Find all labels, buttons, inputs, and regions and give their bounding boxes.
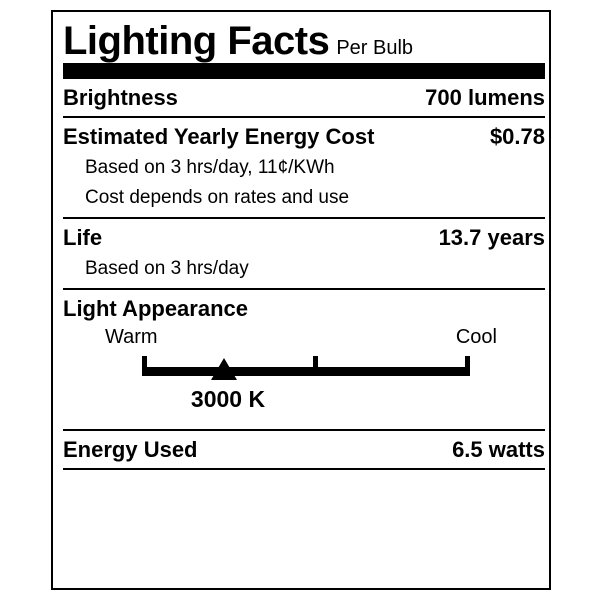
- scale-tick-middle: [313, 356, 318, 367]
- life-value: 13.7 years: [438, 225, 545, 250]
- page-title-suffix: Per Bulb: [336, 37, 414, 59]
- energy-cost-row: Estimated Yearly Energy Cost $0.78: [63, 118, 545, 155]
- brightness-label: Brightness: [63, 85, 178, 110]
- scale-kelvin-value: 3000 K: [190, 386, 266, 412]
- scale-marker-triangle-icon: [211, 358, 237, 380]
- energy-cost-label: Estimated Yearly Energy Cost: [63, 124, 375, 149]
- life-row: Life 13.7 years: [63, 219, 545, 256]
- scale-track-bar: [142, 367, 470, 376]
- energy-used-label: Energy Used: [63, 437, 198, 462]
- scale-warm-label: Warm: [105, 326, 158, 348]
- light-appearance-label: Light Appearance: [63, 296, 248, 321]
- scale-cool-label: Cool: [455, 326, 497, 348]
- page-title: Lighting Facts: [63, 19, 330, 63]
- divider-above-brightness: [63, 77, 545, 79]
- label-bottom-blank-area: [63, 470, 545, 471]
- scale-tick-right: [465, 356, 470, 367]
- divider-above-energy-cost: [63, 116, 545, 118]
- label-title-row: Lighting Facts Per Bulb: [63, 12, 545, 61]
- brightness-value: 700 lumens: [425, 85, 545, 110]
- energy-used-row: Energy Used 6.5 watts: [63, 431, 545, 468]
- label-inner-content: Lighting Facts Per Bulb Brightness 700 l…: [63, 12, 545, 588]
- light-appearance-scale: Warm Cool 3000 K: [63, 324, 545, 429]
- energy-cost-note-1: Based on 3 hrs/day, 11¢/KWh: [85, 157, 335, 178]
- lighting-facts-label: Lighting Facts Per Bulb Brightness 700 l…: [51, 10, 551, 590]
- energy-cost-note-2: Cost depends on rates and use: [85, 187, 350, 208]
- life-label: Life: [63, 225, 103, 250]
- energy-used-value: 6.5 watts: [452, 437, 545, 462]
- divider-above-life: [63, 217, 545, 219]
- life-note-1: Based on 3 hrs/day: [85, 258, 249, 279]
- divider-above-energy-used: [63, 429, 545, 431]
- divider-above-light-appearance: [63, 288, 545, 290]
- title-thick-rule: [63, 63, 545, 77]
- divider-below-energy-used: [63, 468, 545, 470]
- brightness-row: Brightness 700 lumens: [63, 79, 545, 116]
- energy-cost-value: $0.78: [489, 124, 545, 149]
- scale-tick-left: [142, 356, 147, 367]
